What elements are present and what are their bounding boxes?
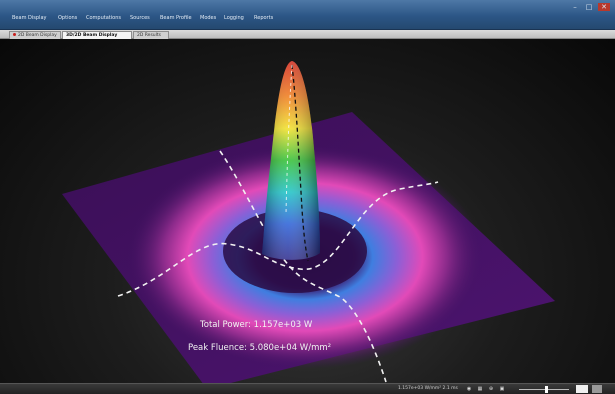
total-power-readout: Total Power: 1.157e+03 W <box>200 320 313 330</box>
menu-computations[interactable]: Computations <box>86 15 121 21</box>
tab-2d-beam-display[interactable]: 2D Beam Display <box>9 31 61 39</box>
close-button[interactable]: ✕ <box>598 3 610 11</box>
zoom-box[interactable] <box>576 385 588 393</box>
tab-status-dot <box>13 33 16 36</box>
peak-profile-line <box>291 64 309 262</box>
status-bar: 1.157e+03 W/mm² 2.1 ms ◉ ▦ ⊕ ▣ <box>0 383 615 394</box>
menu-reports[interactable]: Reports <box>254 15 274 21</box>
zoom-slider[interactable] <box>519 389 569 390</box>
3d-beam-view[interactable]: Total Power: 1.157e+03 W Peak Fluence: 5… <box>0 39 615 383</box>
tab-bar: ◂ 2D Beam Display 3D/2D Beam Display 2D … <box>0 30 615 67</box>
minimize-button[interactable]: – <box>573 3 577 11</box>
menu-options[interactable]: Options <box>58 15 78 21</box>
maximize-button[interactable]: □ <box>585 3 593 11</box>
menu-logging[interactable]: Logging <box>224 15 244 21</box>
tab-label: 2D Results <box>137 33 162 38</box>
cross-section-line-x <box>117 181 439 297</box>
fit-icon[interactable]: ▣ <box>499 386 505 392</box>
tab-label: 3D/2D Beam Display <box>66 33 118 38</box>
zoom-icon[interactable]: ⊕ <box>488 386 494 392</box>
peak-fluence-readout: Peak Fluence: 5.080e+04 W/mm² <box>188 343 332 353</box>
menu-beam-display[interactable]: Beam Display <box>12 15 47 21</box>
fullscreen-icon[interactable] <box>592 385 602 393</box>
menu-beam-profile[interactable]: Beam Profile <box>160 15 192 21</box>
menu-sources[interactable]: Sources <box>130 15 150 21</box>
grid-icon[interactable]: ▦ <box>477 386 483 392</box>
status-readout: 1.157e+03 W/mm² 2.1 ms <box>398 386 458 391</box>
peak-profile-line-light <box>285 64 293 215</box>
beam-peak-shading <box>262 61 320 260</box>
menu-modes[interactable]: Modes <box>200 15 217 21</box>
camera-icon[interactable]: ◉ <box>466 386 472 392</box>
beam-surface-plot[interactable] <box>0 39 615 383</box>
tab-label: 2D Beam Display <box>18 33 57 38</box>
tab-3d-beam-display[interactable]: 3D/2D Beam Display <box>62 31 132 39</box>
menu-bar: Beam Display Options Computations Source… <box>0 0 615 30</box>
zoom-slider-thumb[interactable] <box>545 386 548 393</box>
tab-2d-results[interactable]: 2D Results <box>133 31 169 39</box>
